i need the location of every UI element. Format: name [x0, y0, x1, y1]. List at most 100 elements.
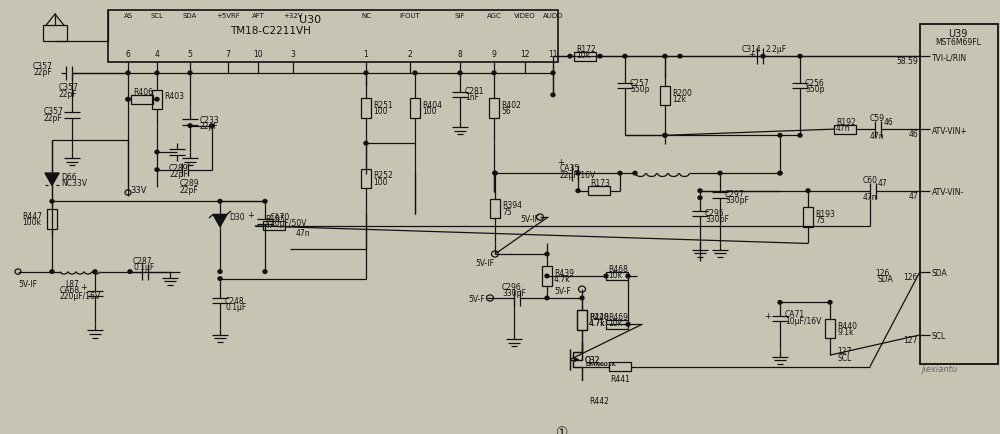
Text: C357: C357 — [58, 82, 78, 92]
Text: NC: NC — [361, 13, 371, 19]
Text: ①: ① — [556, 425, 568, 434]
Circle shape — [698, 190, 702, 193]
Text: R403: R403 — [164, 92, 184, 101]
Bar — [47, 210, 57, 229]
Text: R192: R192 — [836, 118, 856, 127]
Circle shape — [568, 55, 572, 59]
Text: D30: D30 — [229, 212, 245, 221]
Text: 46: 46 — [908, 130, 918, 139]
Bar — [574, 53, 596, 61]
Text: 58.59: 58.59 — [896, 57, 918, 66]
Circle shape — [413, 72, 417, 76]
Bar — [108, 10, 558, 63]
Circle shape — [663, 134, 667, 138]
Circle shape — [545, 253, 549, 256]
Text: DMN601K: DMN601K — [585, 362, 616, 366]
Text: SCL: SCL — [837, 354, 851, 362]
Text: R251: R251 — [373, 101, 393, 110]
Text: IFOUT: IFOUT — [400, 13, 420, 19]
Text: 330pF: 330pF — [725, 196, 749, 204]
Circle shape — [761, 55, 765, 59]
Text: 5V-F: 5V-F — [554, 286, 571, 295]
Text: C295: C295 — [705, 209, 725, 218]
Bar — [577, 311, 587, 330]
Text: R469: R469 — [608, 312, 628, 321]
Bar — [606, 272, 628, 281]
Text: ATV-VIN-: ATV-VIN- — [932, 188, 964, 197]
Circle shape — [623, 55, 627, 59]
Bar — [490, 199, 500, 218]
Bar — [660, 87, 670, 106]
Circle shape — [126, 98, 130, 102]
Text: 12k: 12k — [672, 95, 686, 104]
Circle shape — [128, 270, 132, 274]
Text: 550p: 550p — [805, 85, 824, 94]
Text: 47: 47 — [878, 179, 888, 188]
Circle shape — [218, 200, 222, 204]
Bar — [803, 208, 813, 227]
Text: 220μF/16V: 220μF/16V — [60, 291, 101, 300]
Text: 10k: 10k — [576, 51, 590, 60]
Text: 10k: 10k — [608, 319, 622, 327]
Circle shape — [188, 72, 192, 76]
Circle shape — [545, 275, 549, 278]
Text: R439: R439 — [554, 269, 574, 277]
Text: C297: C297 — [725, 190, 745, 198]
Text: AFT: AFT — [252, 13, 264, 19]
Text: 4.7k: 4.7k — [554, 275, 571, 283]
Text: C289: C289 — [180, 179, 200, 188]
Polygon shape — [45, 174, 59, 186]
Text: jiexiantu: jiexiantu — [922, 364, 958, 373]
Text: R252: R252 — [373, 171, 393, 180]
Text: +: + — [764, 312, 771, 320]
Text: 10: 10 — [253, 50, 263, 59]
Text: C60: C60 — [863, 175, 878, 184]
Text: 5: 5 — [188, 50, 192, 59]
Circle shape — [626, 323, 630, 326]
Text: 1: 1 — [364, 50, 368, 59]
Text: SDA: SDA — [932, 269, 948, 277]
Text: SDA: SDA — [878, 275, 894, 283]
Text: 22pF: 22pF — [58, 89, 77, 99]
Text: 6: 6 — [126, 50, 130, 59]
Text: 0.1μF: 0.1μF — [133, 262, 154, 271]
Text: 7: 7 — [226, 50, 230, 59]
Text: 22pF: 22pF — [200, 122, 219, 131]
Text: R447: R447 — [22, 211, 42, 220]
Circle shape — [126, 98, 130, 102]
Circle shape — [218, 277, 222, 281]
Text: R468: R468 — [608, 264, 628, 273]
Circle shape — [604, 275, 608, 278]
Bar — [542, 267, 552, 286]
Text: AUDO: AUDO — [543, 13, 563, 19]
Text: C233: C233 — [200, 116, 220, 125]
Text: R441: R441 — [610, 374, 630, 383]
Text: 22pF: 22pF — [34, 68, 52, 76]
Bar — [834, 125, 856, 134]
Circle shape — [155, 168, 159, 172]
Text: 22pF: 22pF — [44, 114, 63, 123]
Bar — [131, 95, 153, 105]
Circle shape — [492, 72, 496, 76]
Text: 100: 100 — [373, 107, 388, 116]
Circle shape — [364, 72, 368, 76]
Circle shape — [545, 296, 549, 300]
Text: 5V-IF: 5V-IF — [520, 214, 539, 223]
Text: C296: C296 — [502, 283, 522, 292]
Text: AS: AS — [123, 13, 133, 19]
Text: DMN601K: DMN601K — [585, 362, 616, 366]
Text: CA70: CA70 — [270, 212, 290, 221]
Circle shape — [663, 134, 667, 138]
Text: ATV-VIN+: ATV-VIN+ — [932, 126, 968, 135]
Text: +: + — [557, 158, 564, 167]
Text: 56: 56 — [501, 107, 511, 116]
Circle shape — [678, 55, 682, 59]
Text: 46: 46 — [884, 118, 894, 127]
Bar — [263, 222, 285, 231]
Circle shape — [126, 72, 130, 76]
Circle shape — [188, 125, 192, 128]
Circle shape — [263, 200, 267, 204]
Text: 126: 126 — [875, 269, 889, 277]
Text: CA35: CA35 — [560, 164, 580, 173]
Bar — [152, 90, 162, 110]
